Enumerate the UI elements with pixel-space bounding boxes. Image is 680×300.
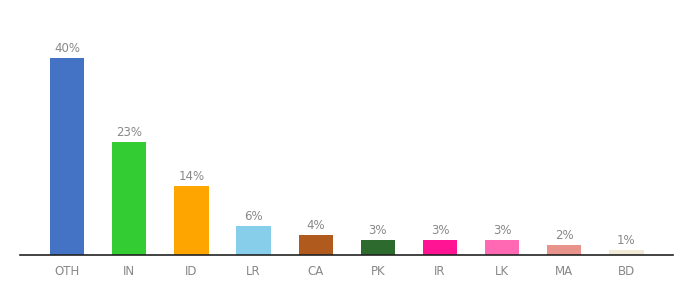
Bar (299, 235, 333, 255)
Bar (237, 226, 271, 255)
Text: 3%: 3% (493, 224, 511, 237)
Bar (174, 186, 209, 255)
Text: 6%: 6% (244, 210, 263, 223)
Text: 4%: 4% (307, 219, 325, 232)
Bar (50, 58, 84, 255)
Bar (485, 240, 520, 255)
Text: 14%: 14% (178, 170, 205, 183)
Bar (112, 142, 146, 255)
Bar (423, 240, 457, 255)
Text: 23%: 23% (116, 126, 142, 139)
Text: 1%: 1% (617, 234, 636, 247)
Bar (609, 250, 643, 255)
Text: 2%: 2% (555, 229, 574, 242)
Text: 40%: 40% (54, 43, 80, 56)
Bar (547, 245, 581, 255)
Text: 3%: 3% (369, 224, 387, 237)
Bar (361, 240, 395, 255)
Text: 3%: 3% (430, 224, 449, 237)
